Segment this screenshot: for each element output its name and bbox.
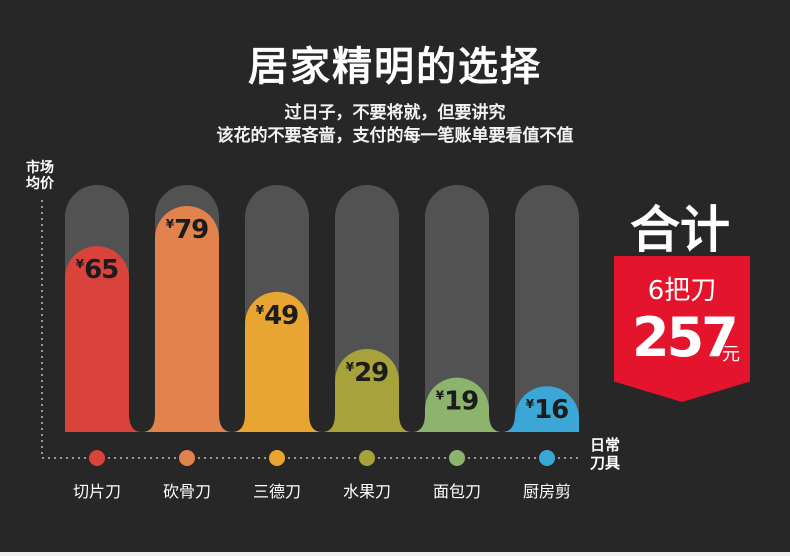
total-badge: 合计 6把刀 257 元	[600, 190, 760, 420]
bottom-divider	[0, 552, 790, 556]
bar-fillet-3	[309, 414, 322, 432]
marker-dot-1	[89, 450, 105, 466]
bar-fillet-2	[219, 414, 232, 432]
subtitle-line-1: 过日子，不要将就，但要讲究	[284, 103, 506, 123]
bar-6	[515, 386, 579, 432]
page-title: 居家精明的选择	[248, 44, 542, 90]
category-label-3: 三德刀	[253, 482, 301, 501]
marker-dot-2	[179, 450, 195, 466]
bar-4	[335, 349, 399, 432]
marker-dot-3	[269, 450, 285, 466]
bar-fillet-1	[129, 414, 142, 432]
category-label-5: 面包刀	[433, 482, 481, 501]
data-label-4: ¥29	[346, 358, 389, 388]
badge-ribbon: 6把刀 257 元	[614, 256, 750, 402]
bar-track-6	[515, 185, 579, 432]
bar-fillet-left-4	[322, 414, 335, 432]
bar-fillet-left-6	[502, 414, 515, 432]
bar-2	[155, 206, 219, 432]
category-label-4: 水果刀	[343, 482, 391, 501]
category-label-2: 砍骨刀	[163, 482, 211, 501]
data-label-5: ¥19	[436, 387, 479, 417]
marker-dot-5	[449, 450, 465, 466]
bar-fillet-left-5	[412, 414, 425, 432]
data-label-6: ¥16	[526, 395, 569, 425]
badge-unit: 元	[722, 344, 740, 365]
data-label-2: ¥79	[166, 215, 209, 245]
bar-fillet-5	[489, 414, 502, 432]
bar-track-5	[425, 185, 489, 432]
bar-3	[245, 291, 309, 432]
bar-5	[425, 377, 489, 432]
subtitle-line-2: 该花的不要吝啬，支付的每一笔账单要看值不值	[216, 126, 574, 146]
marker-dot-6	[539, 450, 555, 466]
y-axis-title: 市场均价	[26, 159, 55, 192]
category-label-1: 切片刀	[73, 482, 121, 501]
x-axis-title: 日常刀具	[590, 436, 620, 472]
bar-1	[65, 246, 129, 432]
data-label-1: ¥65	[76, 255, 119, 285]
badge-title: 合计	[630, 201, 730, 259]
data-label-3: ¥49	[256, 301, 299, 331]
bar-fillet-4	[399, 414, 412, 432]
bar-fillet-left-3	[232, 414, 245, 432]
marker-dot-4	[359, 450, 375, 466]
bar-fillet-left-2	[142, 414, 155, 432]
badge-count: 6把刀	[647, 276, 717, 306]
category-label-6: 厨房剪	[523, 482, 571, 501]
badge-total: 257	[632, 306, 739, 369]
